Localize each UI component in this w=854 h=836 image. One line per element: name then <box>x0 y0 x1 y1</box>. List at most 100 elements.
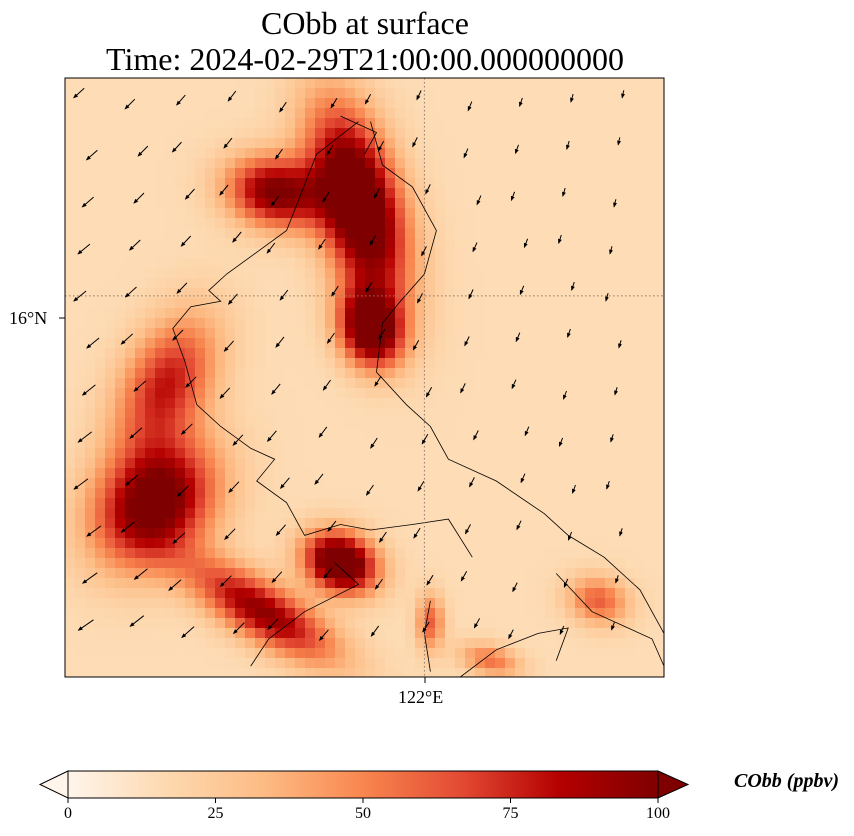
heatmap-cell <box>625 88 636 99</box>
heatmap-cell <box>335 648 346 659</box>
heatmap-cell <box>575 238 586 249</box>
heatmap-cell <box>115 88 126 99</box>
heatmap-cell <box>475 288 486 299</box>
heatmap-cell <box>365 478 376 489</box>
heatmap-cell <box>535 158 546 169</box>
heatmap-cell <box>145 278 156 289</box>
heatmap-cell <box>405 368 416 379</box>
wind-arrow <box>611 622 615 631</box>
heatmap-cell <box>565 388 576 399</box>
heatmap-cell <box>145 568 156 579</box>
heatmap-cell <box>525 278 536 289</box>
heatmap-cell <box>515 368 526 379</box>
heatmap-cell <box>615 238 626 249</box>
heatmap-cell <box>285 338 296 349</box>
heatmap-cell <box>525 198 536 209</box>
heatmap-cell <box>485 208 496 219</box>
heatmap-cell <box>225 78 236 89</box>
heatmap-cell <box>75 518 86 529</box>
heatmap-cell <box>125 368 136 379</box>
heatmap-cell <box>655 388 664 399</box>
heatmap-cell <box>395 668 406 677</box>
heatmap-cell <box>315 238 326 249</box>
heatmap-cell <box>495 628 506 639</box>
heatmap-cell <box>95 208 106 219</box>
heatmap-cell <box>435 348 446 359</box>
heatmap-cell <box>275 488 286 499</box>
heatmap-cell <box>325 208 336 219</box>
heatmap-cell <box>585 188 596 199</box>
heatmap-cell <box>295 368 306 379</box>
heatmap-cell <box>545 388 556 399</box>
heatmap-cell <box>545 118 556 129</box>
heatmap-cell <box>635 388 646 399</box>
heatmap-cell <box>125 668 136 677</box>
heatmap-cell <box>525 338 536 349</box>
wind-arrow <box>326 144 334 156</box>
heatmap-cell <box>315 408 326 419</box>
heatmap-cell <box>365 638 376 649</box>
heatmap-cell <box>215 78 226 89</box>
heatmap-cell <box>75 168 86 179</box>
heatmap-cell <box>135 278 146 289</box>
heatmap-cell <box>575 658 586 669</box>
heatmap-cell <box>505 498 516 509</box>
heatmap-cell <box>485 498 496 509</box>
heatmap-cell <box>395 238 406 249</box>
heatmap-cell <box>365 508 376 519</box>
heatmap-cell <box>375 238 386 249</box>
heatmap-cell <box>455 578 466 589</box>
heatmap-cell <box>295 288 306 299</box>
heatmap-cell <box>545 148 556 159</box>
heatmap-cell <box>185 208 196 219</box>
heatmap-cell <box>105 608 116 619</box>
heatmap-cell <box>395 478 406 489</box>
heatmap-cell <box>285 268 296 279</box>
heatmap-cell <box>565 638 576 649</box>
heatmap-cell <box>345 218 356 229</box>
heatmap-cell <box>135 78 146 89</box>
heatmap-cell <box>275 258 286 269</box>
heatmap-cell <box>585 198 596 209</box>
heatmap-cell <box>505 118 516 129</box>
heatmap-cell <box>405 408 416 419</box>
heatmap-cell <box>225 408 236 419</box>
heatmap-cell <box>205 588 216 599</box>
heatmap-cell <box>135 268 146 279</box>
heatmap-cell <box>595 318 606 329</box>
heatmap-cell <box>305 598 316 609</box>
heatmap-cell <box>655 108 664 119</box>
heatmap-cell <box>545 128 556 139</box>
heatmap-cell <box>525 508 536 519</box>
heatmap-cell <box>165 548 176 559</box>
heatmap-cell <box>265 388 276 399</box>
heatmap-cell <box>395 598 406 609</box>
heatmap-cell <box>275 238 286 249</box>
heatmap-cell <box>565 128 576 139</box>
heatmap-cell <box>215 458 226 469</box>
heatmap-cell <box>615 458 626 469</box>
heatmap-cell <box>255 98 266 109</box>
heatmap-cell <box>455 648 466 659</box>
heatmap-cell <box>485 348 496 359</box>
heatmap-cell <box>505 648 516 659</box>
heatmap-cell <box>545 278 556 289</box>
heatmap-cell <box>305 188 316 199</box>
heatmap-cell <box>485 518 496 529</box>
heatmap-cell <box>275 108 286 119</box>
heatmap-cell <box>255 668 266 677</box>
heatmap-cell <box>115 308 126 319</box>
heatmap-cell <box>125 228 136 239</box>
heatmap-cell <box>325 288 336 299</box>
heatmap-cell <box>175 578 186 589</box>
heatmap-cell <box>465 558 476 569</box>
heatmap-cell <box>255 578 266 589</box>
heatmap-cell <box>405 328 416 339</box>
heatmap-cell <box>285 128 296 139</box>
heatmap-cell <box>455 418 466 429</box>
heatmap-cell <box>545 528 556 539</box>
heatmap-cell <box>375 478 386 489</box>
heatmap-cell <box>65 258 76 269</box>
heatmap-cell <box>435 518 446 529</box>
heatmap-cell <box>145 538 156 549</box>
